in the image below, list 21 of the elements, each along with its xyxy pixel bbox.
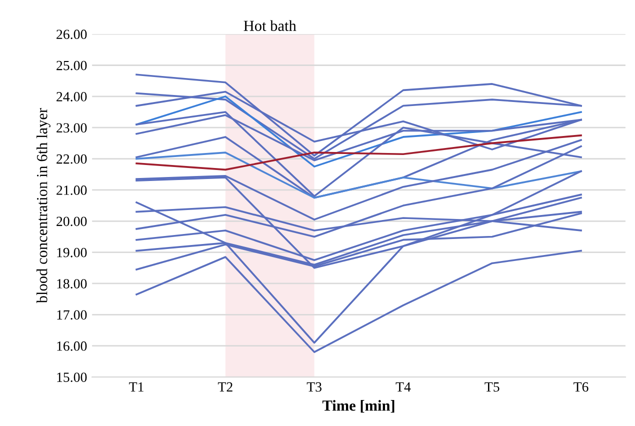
- y-tick-label: 22.00: [56, 154, 87, 164]
- y-tick-label: 18.00: [57, 279, 87, 288]
- x-tick-label: T1: [129, 382, 144, 392]
- y-tick-label: 25.00: [56, 60, 87, 70]
- x-tick-label: T4: [396, 382, 411, 392]
- x-axis-title: Time [min]: [322, 400, 394, 413]
- y-tick-label: 16.00: [57, 341, 87, 351]
- y-tick-label: 21.00: [56, 186, 87, 195]
- band-label: Hot bath: [244, 20, 296, 31]
- x-tick-label: T3: [306, 382, 322, 392]
- y-tick-label: 20.00: [56, 216, 87, 226]
- y-tick-label: 23.00: [56, 123, 87, 133]
- y-axis-title: blood concentration in 6th layer: [36, 108, 50, 304]
- y-tick-label: 24.00: [56, 92, 87, 102]
- y-tick-label: 15.00: [57, 372, 87, 382]
- y-tick-label: 19.00: [57, 248, 87, 258]
- x-tick-label: T2: [218, 382, 232, 392]
- x-tick-label: T6: [574, 382, 588, 392]
- x-tick-label: T5: [484, 382, 500, 392]
- y-tick-label: 26.00: [56, 30, 87, 40]
- y-tick-label: 17.00: [57, 310, 87, 320]
